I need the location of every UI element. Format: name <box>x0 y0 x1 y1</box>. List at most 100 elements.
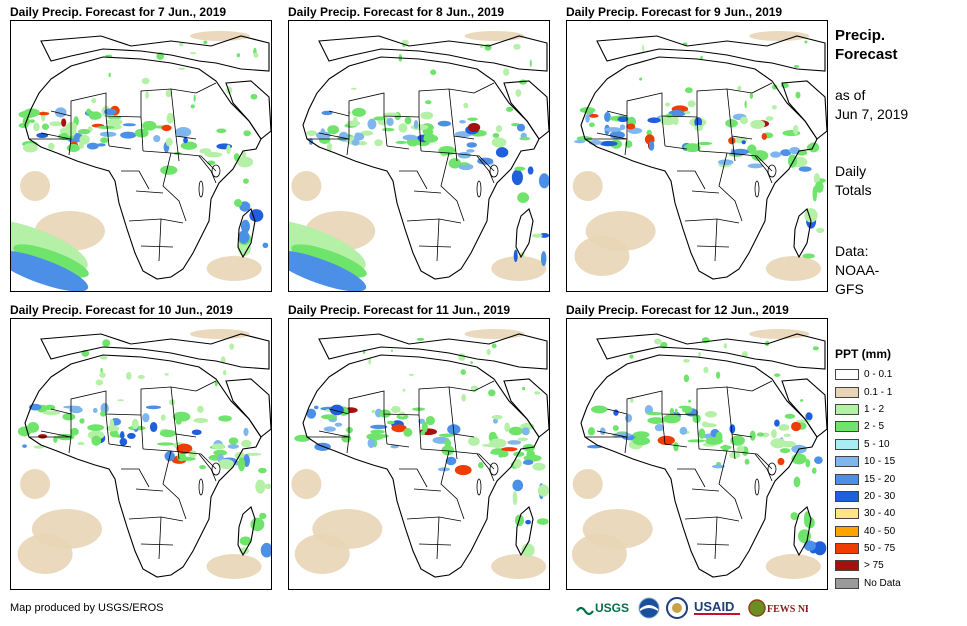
rain-cell <box>785 131 793 135</box>
country-border <box>105 115 110 147</box>
rain-cell <box>765 340 770 347</box>
rain-cell <box>789 147 801 155</box>
rain-cell <box>537 484 549 497</box>
rain-cell <box>803 540 816 551</box>
rain-cell <box>669 407 675 416</box>
legend-label: No Data <box>864 577 901 589</box>
daily-line1: Daily <box>835 163 867 179</box>
africa-outline <box>302 354 540 578</box>
rain-cell <box>218 415 232 422</box>
lake-outline <box>767 462 777 476</box>
rain-band <box>291 244 367 278</box>
daily-totals-note: Daily Totals <box>835 162 872 200</box>
precip-map <box>288 20 550 292</box>
rain-cell <box>457 151 471 159</box>
rain-cell <box>536 518 549 525</box>
dry-region <box>294 534 350 574</box>
rain-cell <box>437 467 450 472</box>
country-border <box>754 453 773 482</box>
rain-cell <box>61 118 67 127</box>
lake-outline <box>476 478 482 496</box>
rain-cell <box>398 123 408 133</box>
rain-cell <box>521 543 535 558</box>
rain-band <box>11 250 89 291</box>
rain-cell <box>33 445 45 449</box>
rain-cell <box>77 441 85 446</box>
rain-cell <box>791 421 802 432</box>
noaa-logo <box>638 597 660 619</box>
rain-cell <box>227 443 239 449</box>
legend-label: 0.1 - 1 <box>864 386 893 398</box>
rain-cell <box>513 43 521 50</box>
rain-cell <box>239 536 252 546</box>
rain-cell <box>250 517 265 532</box>
country-border <box>121 170 150 190</box>
dry-region <box>464 329 525 339</box>
rain-cell <box>33 122 40 132</box>
rain-cell <box>711 464 725 469</box>
legend-swatch <box>835 403 859 415</box>
legend-label: 10 - 15 <box>864 456 896 468</box>
lake-outline <box>754 180 760 198</box>
lake-outline <box>476 180 482 198</box>
rain-cell <box>513 458 522 469</box>
rain-cell <box>444 439 452 448</box>
rain-cell <box>793 476 801 488</box>
rain-cell <box>495 147 509 158</box>
rain-cell <box>23 108 40 117</box>
rain-cell <box>234 452 246 460</box>
rain-cell <box>416 337 425 341</box>
rain-cell <box>585 113 590 123</box>
rain-cell <box>395 140 408 144</box>
rain-cell <box>508 426 523 436</box>
rain-cell <box>438 145 456 156</box>
rain-cell <box>243 427 249 437</box>
rain-cell <box>315 131 331 140</box>
rain-cell <box>687 439 706 443</box>
rain-cell <box>213 449 228 456</box>
rain-cell <box>632 436 651 446</box>
rain-cell <box>42 410 61 415</box>
rain-cell <box>477 157 494 165</box>
rain-cell <box>437 120 451 127</box>
legend-label: 2 - 5 <box>864 421 885 433</box>
rain-cell <box>228 437 239 445</box>
rain-cell <box>79 134 90 145</box>
country-border <box>731 135 736 162</box>
rain-cell <box>119 437 128 446</box>
rain-cell <box>779 448 791 454</box>
lake-outline <box>198 180 204 198</box>
rain-cell <box>87 424 105 431</box>
country-border <box>476 453 495 482</box>
country-border <box>436 218 440 262</box>
rain-cell <box>503 68 510 76</box>
country-border <box>68 436 72 454</box>
rain-cell <box>728 137 736 145</box>
country-border <box>696 116 700 152</box>
country-border <box>195 380 217 392</box>
rain-cell <box>813 541 827 556</box>
rain-cell <box>193 417 209 424</box>
rain-cell <box>326 142 333 152</box>
rain-cell <box>250 93 258 100</box>
rain-cell <box>478 462 484 469</box>
rain-cell <box>29 119 35 123</box>
precip-map <box>10 318 272 590</box>
legend-item: 10 - 15 <box>835 453 901 470</box>
rain-cell <box>454 465 472 476</box>
country-border <box>420 150 495 172</box>
rain-cell <box>805 458 811 468</box>
dry-region <box>20 171 51 201</box>
rain-cell <box>357 141 368 146</box>
rain-cell <box>18 122 29 129</box>
rain-cell <box>165 89 172 98</box>
dry-region <box>749 31 810 41</box>
rain-cell <box>812 346 819 351</box>
rain-cell <box>243 130 251 137</box>
lake-outline <box>754 478 760 496</box>
rain-cell <box>701 421 709 428</box>
fewsnet-logo: FEWS NET <box>748 597 808 619</box>
rain-cell <box>142 120 157 131</box>
country-border <box>328 110 350 117</box>
rain-cell <box>629 354 634 359</box>
